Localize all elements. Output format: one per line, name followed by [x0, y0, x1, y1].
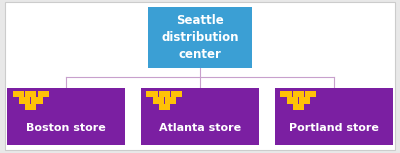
FancyBboxPatch shape	[280, 91, 292, 97]
FancyBboxPatch shape	[7, 88, 125, 145]
FancyBboxPatch shape	[305, 91, 316, 97]
FancyBboxPatch shape	[299, 97, 310, 104]
FancyBboxPatch shape	[25, 104, 36, 110]
Text: Boston store: Boston store	[26, 123, 106, 133]
FancyBboxPatch shape	[275, 88, 393, 145]
FancyBboxPatch shape	[141, 88, 259, 145]
FancyBboxPatch shape	[293, 104, 304, 110]
FancyBboxPatch shape	[148, 7, 252, 68]
FancyBboxPatch shape	[286, 97, 298, 104]
FancyBboxPatch shape	[31, 97, 43, 104]
FancyBboxPatch shape	[5, 2, 395, 150]
FancyBboxPatch shape	[153, 97, 164, 104]
FancyBboxPatch shape	[293, 91, 304, 97]
Text: Seattle
distribution
center: Seattle distribution center	[161, 14, 239, 61]
FancyBboxPatch shape	[171, 91, 182, 97]
FancyBboxPatch shape	[159, 104, 170, 110]
Text: Atlanta store: Atlanta store	[159, 123, 241, 133]
FancyBboxPatch shape	[13, 91, 24, 97]
FancyBboxPatch shape	[146, 91, 158, 97]
FancyBboxPatch shape	[25, 91, 36, 97]
Text: Portland store: Portland store	[289, 123, 379, 133]
FancyBboxPatch shape	[159, 91, 170, 97]
FancyBboxPatch shape	[19, 97, 30, 104]
FancyBboxPatch shape	[38, 91, 49, 97]
FancyBboxPatch shape	[165, 97, 176, 104]
